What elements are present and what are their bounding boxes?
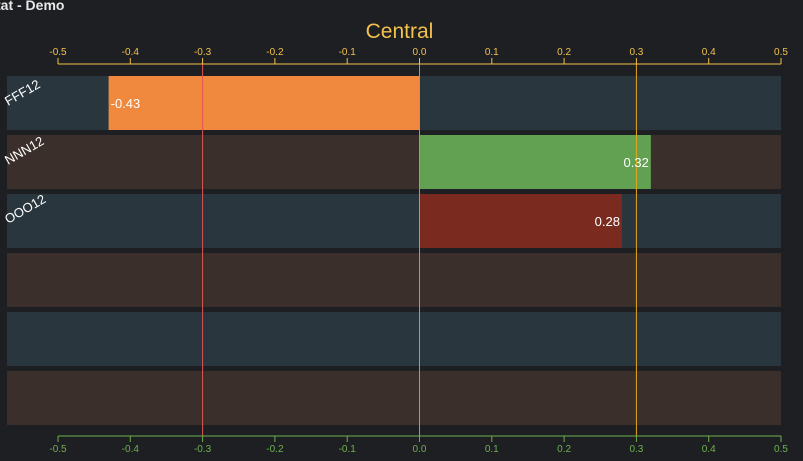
reference-lines: [202, 64, 637, 436]
row-background: [7, 312, 781, 366]
tick-label: -0.1: [339, 47, 357, 58]
row-background: [7, 371, 781, 425]
tick-label: 0.2: [557, 444, 571, 455]
tick-label: -0.4: [122, 47, 140, 58]
tick-label: 0.3: [629, 47, 643, 58]
top-axis: -0.5 -0.4 -0.3 -0.2 -0.1 0.0 0.1 0.2 0.3 0.4 0.5: [49, 47, 788, 65]
tick-label: -0.5: [49, 47, 67, 58]
bottom-axis: -0.5 -0.4 -0.3 -0.2 -0.1 0.0 0.1 0.2 0.3 0.4 0.5: [49, 435, 788, 455]
tick-label: 0.3: [629, 444, 643, 455]
row-background: [7, 194, 781, 248]
tick-label: -0.5: [49, 444, 67, 455]
bars: [108, 76, 651, 248]
row-background: [7, 253, 781, 307]
value-label: 0.28: [595, 214, 620, 229]
bar: [419, 194, 622, 248]
value-label: 0.32: [624, 155, 649, 170]
bar: [419, 135, 651, 189]
tick-label: -0.2: [266, 47, 284, 58]
value-label: -0.43: [111, 96, 141, 111]
tick-label: 0.5: [774, 47, 788, 58]
tick-label: 0.4: [702, 47, 716, 58]
tick-label: -0.4: [122, 444, 140, 455]
tick-label: 0.1: [485, 444, 499, 455]
row-background: [7, 135, 781, 189]
tick-label: 0.2: [557, 47, 571, 58]
tick-label: 0.0: [413, 47, 427, 58]
tick-label: 0.4: [702, 444, 716, 455]
tick-label: 0.1: [485, 47, 499, 58]
chart-title: Central: [366, 20, 434, 43]
tick-label: 0.0: [413, 444, 427, 455]
tick-label: -0.2: [266, 444, 284, 455]
tick-label: -0.3: [194, 444, 212, 455]
tick-label: 0.5: [774, 444, 788, 455]
row-backgrounds: [7, 76, 781, 425]
app-title: tat - Demo: [0, 0, 65, 13]
bar: [108, 76, 420, 130]
value-labels: -0.43 0.32 0.28: [111, 96, 649, 229]
tick-label: -0.1: [339, 444, 357, 455]
tick-label: -0.3: [194, 47, 212, 58]
